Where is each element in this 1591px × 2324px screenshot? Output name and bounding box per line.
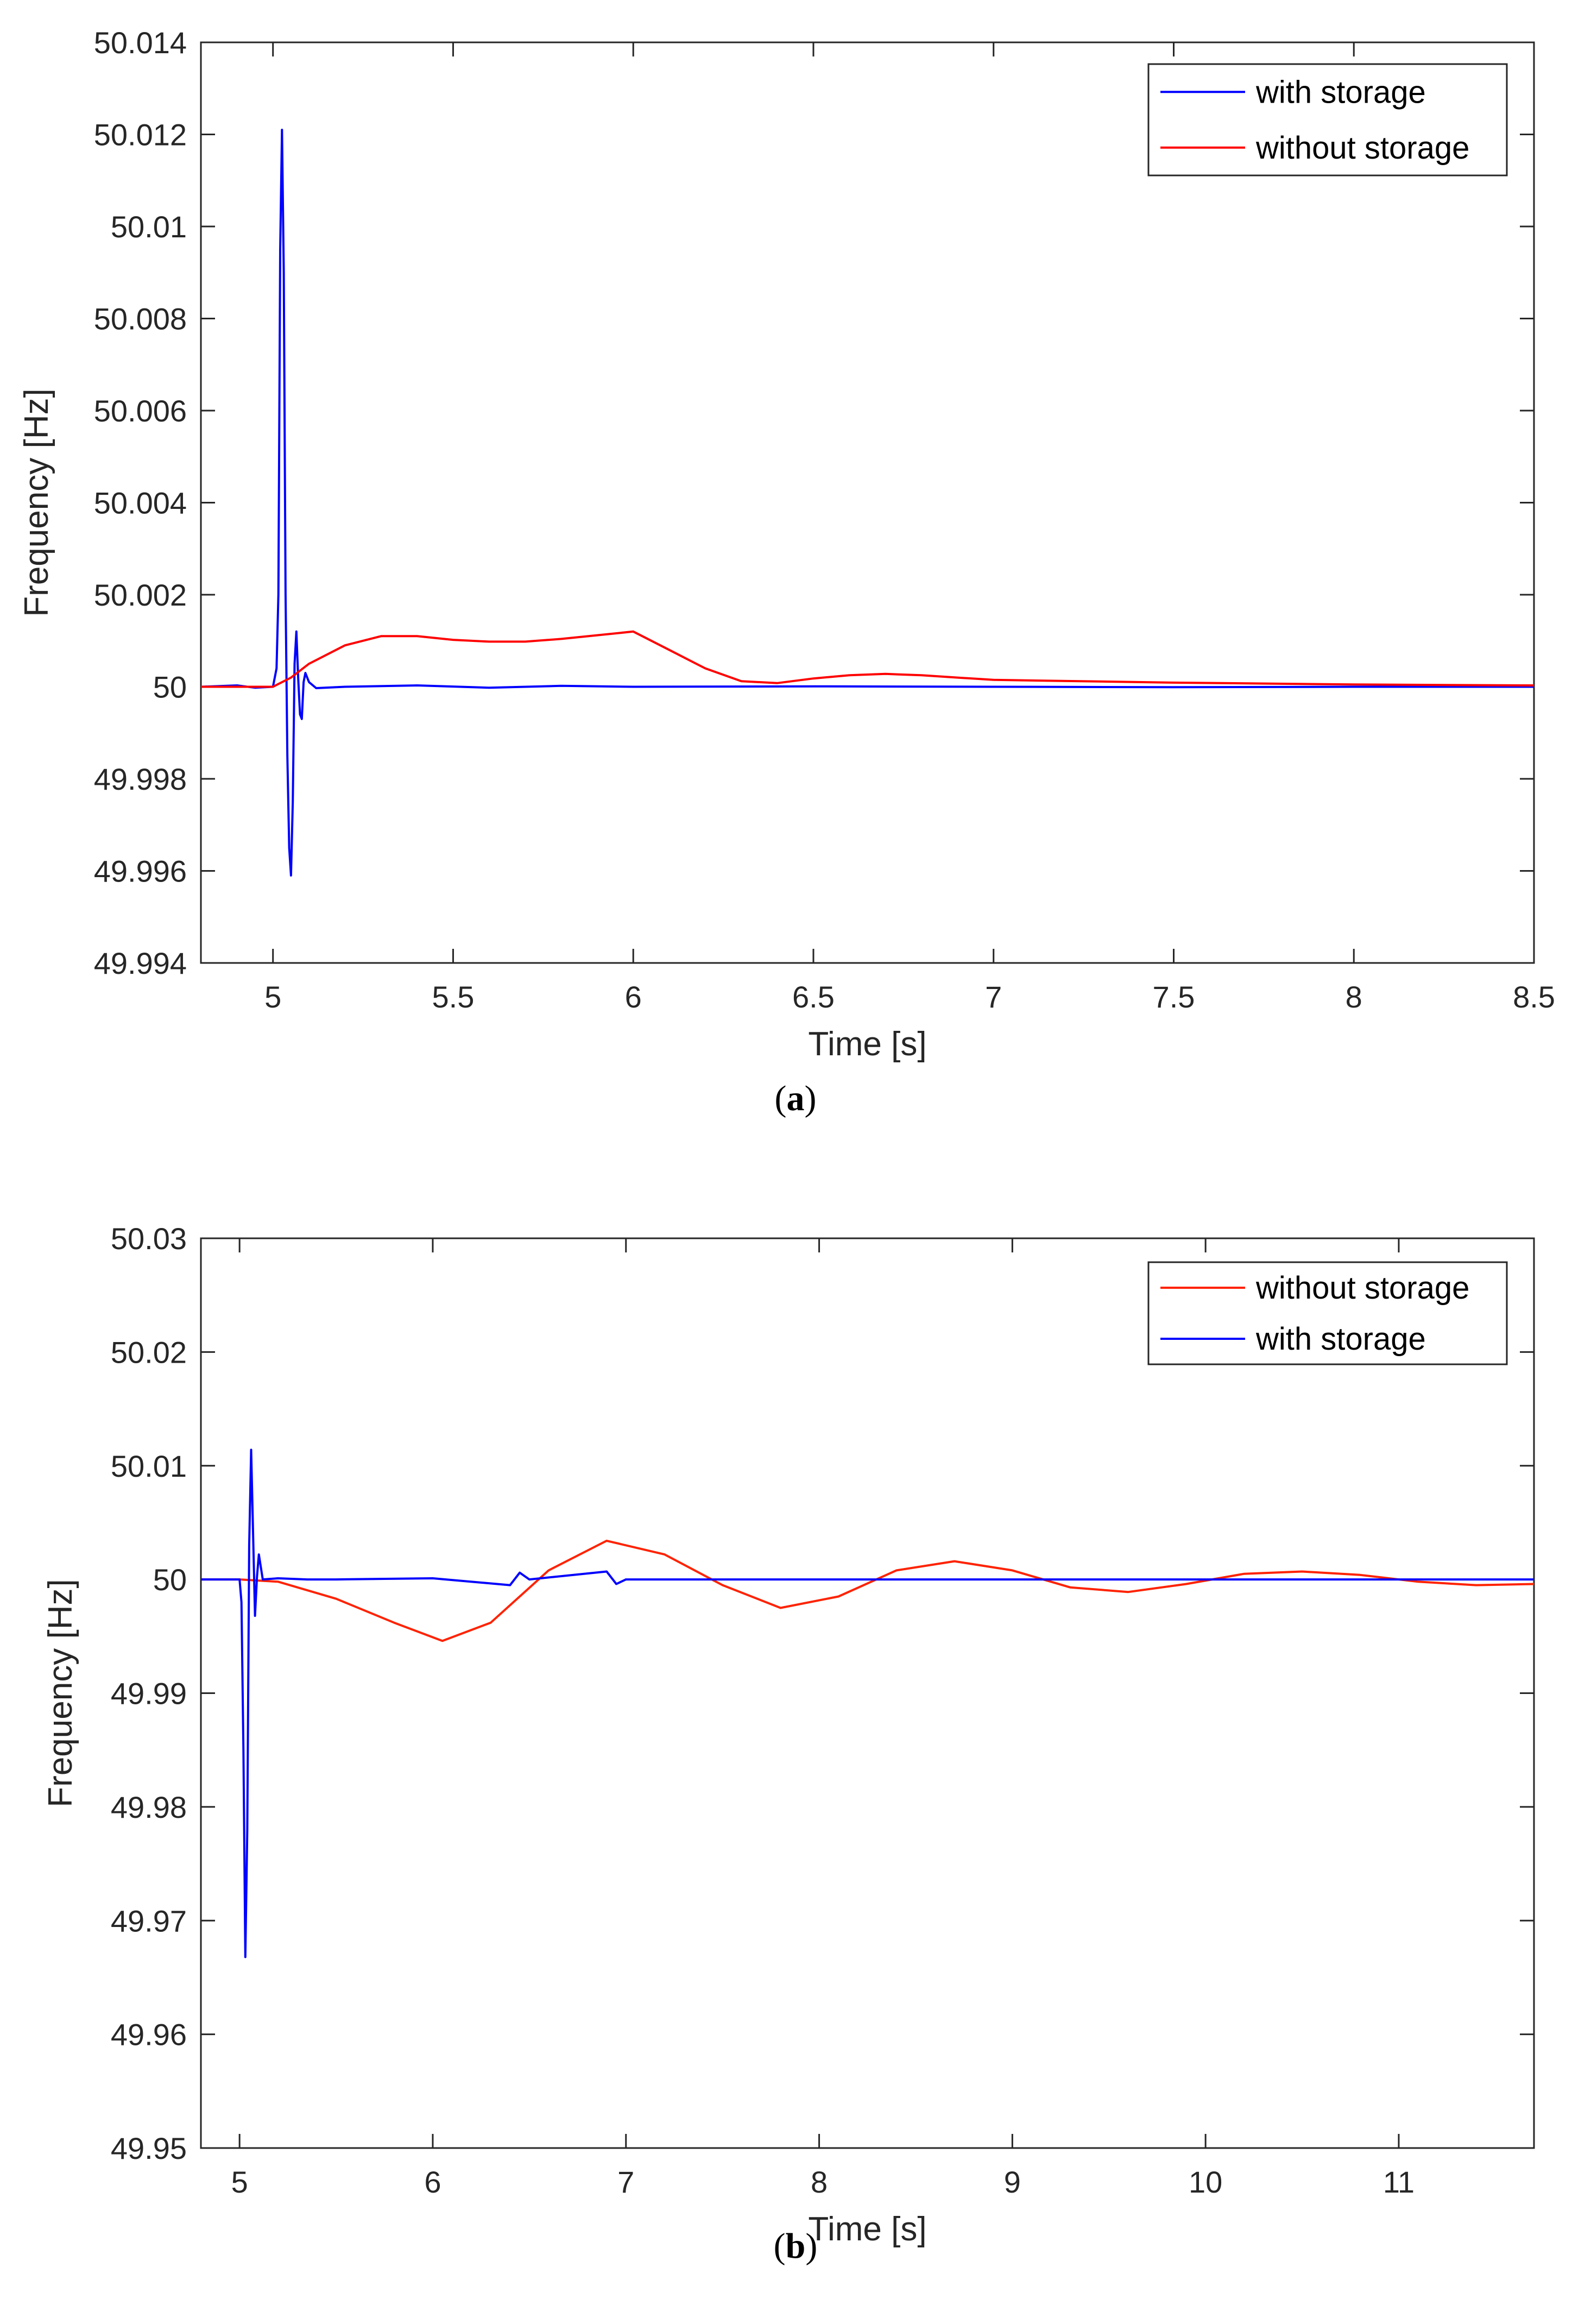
y-tick-label: 49.97 [111, 1904, 187, 1938]
legend-box [1147, 1261, 1508, 1365]
y-tick-label: 50.012 [94, 118, 187, 152]
y-tick-label: 50.014 [94, 26, 187, 60]
x-tick-label: 6.5 [792, 980, 835, 1014]
plot-area [200, 41, 1535, 964]
legend-label: without storage [1255, 1270, 1469, 1306]
y-tick-label: 49.996 [94, 854, 187, 889]
x-tick-label: 7.5 [1153, 980, 1195, 1014]
legend-label: without storage [1255, 130, 1469, 166]
y-tick-label: 50.01 [111, 1449, 187, 1483]
y-tick-label: 50 [153, 1563, 187, 1597]
chart-a: 5 5.5 6 6.5 7 7.5 8 8.5 49.994 49.996 49.998 50 50.0… [18, 26, 1555, 1063]
y-tick-label: 50.02 [111, 1335, 187, 1369]
series-line-with-storage [201, 1448, 1534, 1958]
x-tick-label: 7 [617, 2165, 634, 2199]
y-tick-label: 49.994 [94, 946, 187, 980]
y-tick-label: 50.03 [111, 1221, 187, 1256]
x-tick-label: 10 [1189, 2165, 1222, 2199]
plot-area [200, 1237, 1535, 2149]
chart-b: 5 6 7 8 9 10 11 49.95 49.96 49.97 49.98 49.99 50 50.0… [42, 1221, 1535, 2248]
series-line-without-storage [201, 1539, 1534, 1642]
y-tick-label: 50.008 [94, 302, 187, 336]
x-tick-label: 5.5 [432, 980, 475, 1014]
y-axis-title: Frequency [Hz] [18, 388, 55, 616]
series-line-with-storage [201, 129, 1534, 877]
legend-box [1147, 63, 1508, 177]
y-axis-title: Frequency [Hz] [42, 1579, 79, 1807]
x-tick-label: 5 [231, 2165, 248, 2199]
x-tick-label: 5 [264, 980, 281, 1014]
x-tick-label: 11 [1383, 2165, 1415, 2199]
y-tick-label: 49.998 [94, 762, 187, 796]
y-tick-label: 50.002 [94, 578, 187, 612]
x-tick-label: 8 [811, 2165, 828, 2199]
caption-a-letter: a [786, 1079, 805, 1118]
y-tick-label: 49.96 [111, 2018, 187, 2052]
legend-label: with storage [1255, 74, 1426, 110]
caption-a: (a) [774, 1079, 817, 1118]
y-tick-label: 50 [153, 670, 187, 704]
caption-b-letter: b [785, 2226, 806, 2266]
x-tick-label: 7 [985, 980, 1002, 1014]
caption-b: (b) [773, 2226, 818, 2266]
x-tick-label: 8.5 [1513, 980, 1555, 1014]
x-tick-label: 6 [625, 980, 642, 1014]
x-tick-label: 6 [424, 2165, 441, 2199]
x-axis-title: Time [s] [808, 1025, 926, 1063]
figure-panel-b: 5 6 7 8 9 10 11 49.95 49.96 49.97 49.98 49.99 50 50.0… [0, 1162, 1591, 2324]
figure-panel-a: 5 5.5 6 6.5 7 7.5 8 8.5 49.994 49.996 49.998 50 50.0… [18, 26, 1555, 1118]
y-tick-label: 50.01 [111, 210, 187, 244]
x-tick-label: 8 [1346, 980, 1362, 1014]
y-tick-label: 49.99 [111, 1677, 187, 1711]
y-tick-label: 50.006 [94, 394, 187, 428]
x-tick-label: 9 [1004, 2165, 1021, 2199]
y-tick-label: 49.98 [111, 1790, 187, 1824]
legend-label: with storage [1255, 1321, 1426, 1357]
series-line-without-storage [201, 630, 1534, 688]
y-tick-label: 49.95 [111, 2131, 187, 2165]
y-tick-label: 50.004 [94, 486, 187, 520]
x-axis-title: Time [s] [808, 2210, 926, 2248]
